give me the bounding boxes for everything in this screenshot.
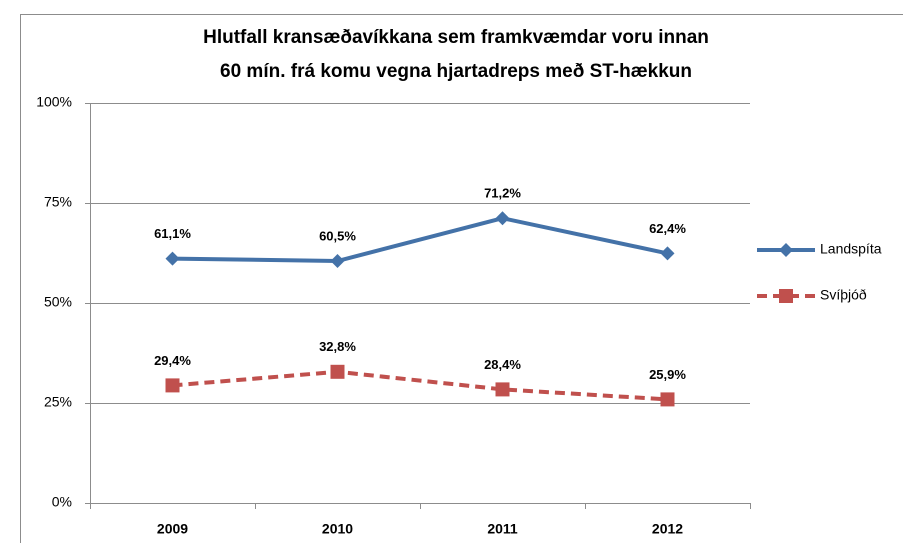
x-tick-label: 2012 [652, 521, 683, 537]
legend-marker [779, 289, 793, 303]
data-point [330, 254, 345, 268]
data-point [495, 211, 510, 226]
data-label: 61,1% [154, 226, 191, 241]
x-tick-label: 2010 [322, 521, 353, 537]
chart-subtitle: 60 mín. frá komu vegna hjartadreps með S… [220, 61, 692, 82]
data-label: 29,4% [154, 353, 191, 368]
y-tick-label: 75% [44, 194, 72, 210]
data-label: 28,4% [484, 357, 521, 372]
legend-label: Landspíta [820, 241, 882, 257]
legend-marker [779, 243, 793, 257]
y-tick-label: 50% [44, 294, 72, 310]
data-label: 71,2% [484, 186, 521, 201]
x-tick-label: 2011 [487, 521, 518, 537]
data-label: 62,4% [649, 221, 686, 236]
data-point [495, 382, 510, 397]
data-point [660, 392, 675, 407]
data-label: 25,9% [649, 367, 686, 382]
y-tick-label: 100% [36, 94, 72, 110]
data-point [165, 378, 180, 393]
data-point [165, 251, 180, 266]
chart-frame [20, 14, 903, 543]
data-label: 32,8% [319, 339, 356, 354]
y-tick-label: 25% [44, 394, 72, 410]
series-line [172, 369, 668, 402]
legend-label: Svíþjóð [820, 287, 867, 303]
x-tick-label: 2009 [157, 521, 188, 537]
series-line [172, 216, 668, 264]
data-label: 60,5% [319, 228, 356, 243]
chart-title: Hlutfall kransæðavíkkana sem framkvæmdar… [203, 27, 709, 48]
data-point [660, 246, 675, 261]
y-tick-label: 0% [52, 494, 72, 510]
data-point [330, 364, 345, 379]
